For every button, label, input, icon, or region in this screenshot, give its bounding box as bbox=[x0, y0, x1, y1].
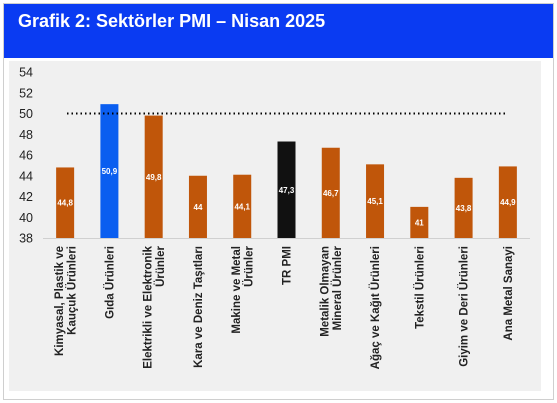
category-label: Kara ve Deniz Taşıtları bbox=[193, 246, 205, 368]
chart-panel bbox=[9, 61, 541, 391]
bar bbox=[144, 115, 163, 238]
data-label: 49,8 bbox=[146, 173, 162, 182]
category-label: Giyim ve Deri Ürünleri bbox=[458, 246, 471, 367]
data-label: 50,9 bbox=[102, 167, 118, 176]
category-label: Tekstil Ürünleri bbox=[413, 246, 426, 329]
category-label: Ağaç ve Kağıt Ürünleri bbox=[369, 246, 382, 369]
data-label: 45,1 bbox=[367, 197, 383, 206]
category-label: Elektrikli ve Elektronik bbox=[142, 245, 154, 368]
y-tick-label: 52 bbox=[19, 86, 33, 100]
y-tick-label: 42 bbox=[19, 190, 33, 204]
data-label: 44,1 bbox=[234, 202, 250, 211]
category-label: Gıda Ürünleri bbox=[103, 246, 116, 319]
bar bbox=[56, 167, 75, 238]
bar bbox=[321, 147, 340, 238]
bar bbox=[498, 166, 517, 238]
y-tick-label: 54 bbox=[19, 66, 33, 80]
category-label: Kimyasal, Plastik ve bbox=[54, 246, 66, 356]
y-tick-label: 48 bbox=[19, 128, 33, 142]
data-label: 44,8 bbox=[57, 199, 73, 208]
y-tick-label: 50 bbox=[19, 107, 33, 121]
title-bar: Grafik 2: Sektörler PMI – Nisan 2025 bbox=[4, 4, 553, 58]
data-label: 43,8 bbox=[456, 204, 472, 213]
category-label: Ürünler bbox=[154, 245, 167, 286]
bar bbox=[277, 141, 296, 238]
bar bbox=[233, 174, 252, 238]
y-tick-label: 44 bbox=[19, 169, 33, 183]
category-label: Ana Metal Sanayi bbox=[503, 246, 515, 341]
data-label: 44 bbox=[194, 203, 203, 212]
data-label: 47,3 bbox=[279, 186, 295, 195]
bar bbox=[366, 164, 385, 238]
category-label: TR PMI bbox=[282, 246, 294, 285]
data-label: 41 bbox=[415, 218, 424, 227]
bar bbox=[100, 104, 119, 238]
data-label: 44,9 bbox=[500, 198, 516, 207]
y-tick-label: 40 bbox=[19, 211, 33, 225]
bar bbox=[188, 175, 207, 238]
chart-title: Grafik 2: Sektörler PMI – Nisan 2025 bbox=[18, 11, 326, 31]
category-label: Metalik Olmayan bbox=[320, 246, 332, 337]
data-label: 46,7 bbox=[323, 189, 339, 198]
y-tick-label: 38 bbox=[19, 232, 33, 246]
category-label: Ürünler bbox=[242, 245, 255, 286]
category-label: Makine ve Metal bbox=[231, 246, 243, 334]
category-label: Kauçuk Ürünleri bbox=[65, 246, 78, 335]
bar bbox=[454, 177, 473, 238]
bar bbox=[410, 206, 429, 238]
category-label: Mineral Ürünler bbox=[331, 245, 344, 330]
y-tick-label: 46 bbox=[19, 149, 33, 163]
